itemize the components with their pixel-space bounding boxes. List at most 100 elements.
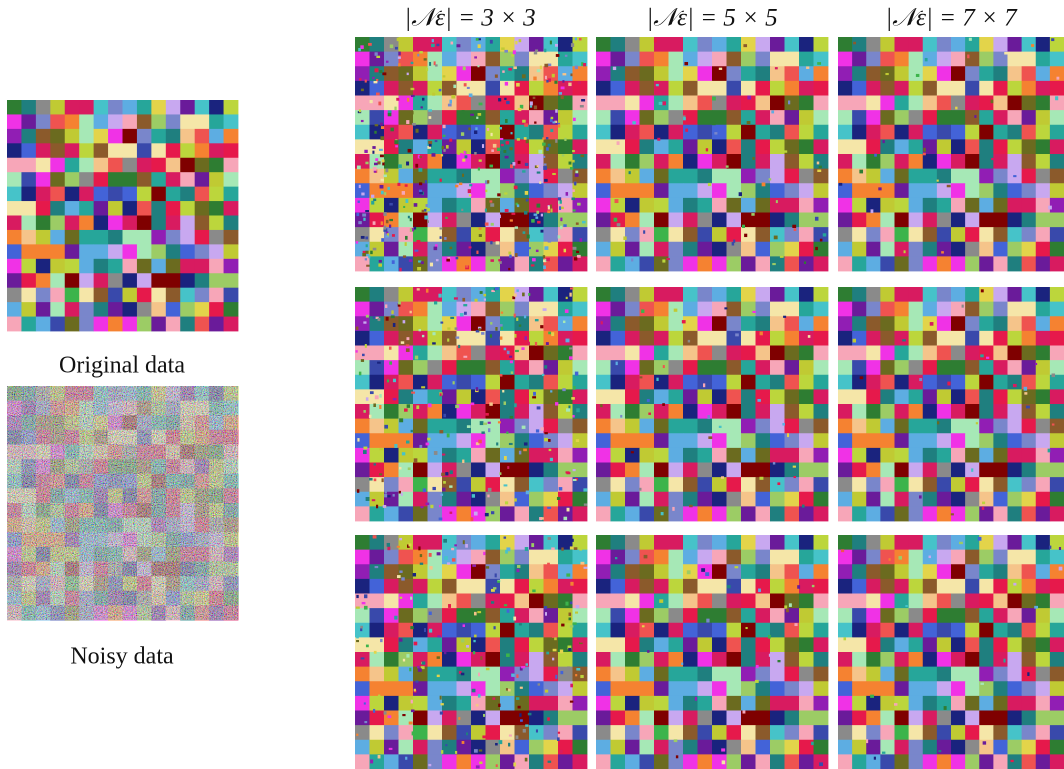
image-speck xyxy=(485,209,487,212)
image-speck xyxy=(426,68,428,71)
image-cell xyxy=(558,227,573,242)
image-speck xyxy=(522,293,525,297)
image-cell xyxy=(596,316,611,331)
image-cell xyxy=(558,433,573,448)
image-cell xyxy=(355,404,370,419)
image-cell xyxy=(683,389,698,404)
image-cell xyxy=(399,594,414,609)
image-speck xyxy=(982,502,985,505)
image-cell xyxy=(640,637,655,652)
image-speck xyxy=(454,297,458,299)
image-speck xyxy=(531,264,535,266)
image-cell xyxy=(573,433,588,448)
image-speck xyxy=(512,299,514,301)
image-speck xyxy=(462,298,465,302)
image-speck xyxy=(749,749,752,752)
image-cell xyxy=(137,114,152,129)
image-cell xyxy=(428,754,443,769)
image-speck xyxy=(409,722,413,725)
image-cell xyxy=(1008,389,1023,404)
image-cell xyxy=(355,360,370,375)
image-cell xyxy=(923,740,938,755)
image-cell xyxy=(457,696,472,711)
image-cell xyxy=(596,433,611,448)
image-speck xyxy=(410,228,412,232)
image-cell xyxy=(683,740,698,755)
image-cell xyxy=(712,594,727,609)
image-cell xyxy=(965,681,980,696)
image-speck xyxy=(408,543,411,546)
image-cell xyxy=(895,360,910,375)
image-cell xyxy=(457,198,472,213)
image-speck xyxy=(414,253,417,256)
image-cell xyxy=(1050,433,1064,448)
image-speck xyxy=(411,95,415,97)
image-speck xyxy=(434,301,437,304)
image-speck xyxy=(703,383,705,387)
image-cell xyxy=(712,287,727,302)
image-speck xyxy=(449,100,452,104)
image-cell xyxy=(814,125,829,140)
image-cell xyxy=(640,287,655,302)
image-cell xyxy=(799,346,814,361)
image-cell xyxy=(909,375,924,390)
image-cell xyxy=(852,477,867,492)
image-cell xyxy=(814,287,829,302)
image-speck xyxy=(793,466,796,468)
image-cell xyxy=(937,213,952,228)
image-cell xyxy=(1022,506,1037,521)
image-cell xyxy=(852,125,867,140)
image-speck xyxy=(474,612,477,616)
image-cell xyxy=(544,564,559,579)
image-cell xyxy=(180,216,195,231)
image-cell xyxy=(500,623,515,638)
image-speck xyxy=(482,144,484,148)
image-cell xyxy=(640,389,655,404)
column-header: |𝒩ε| = 7 × 7 xyxy=(885,5,1018,32)
image-speck xyxy=(411,430,413,432)
image-cell xyxy=(880,535,895,550)
image-speck xyxy=(417,288,420,290)
image-speck xyxy=(575,171,578,174)
image-speck xyxy=(518,161,521,164)
image-cell xyxy=(558,652,573,667)
image-cell xyxy=(166,259,181,274)
image-cell xyxy=(1050,637,1064,652)
image-cell xyxy=(529,623,544,638)
image-cell xyxy=(180,100,195,115)
image-cell xyxy=(413,375,428,390)
image-cell xyxy=(814,346,829,361)
image-cell xyxy=(625,81,640,96)
image-speck xyxy=(361,657,365,659)
image-speck xyxy=(495,287,499,290)
image-cell xyxy=(712,564,727,579)
image-cell xyxy=(7,158,22,173)
image-speck xyxy=(531,219,535,223)
image-cell xyxy=(951,125,966,140)
image-cell xyxy=(457,725,472,740)
image-cell xyxy=(7,100,22,115)
image-cell xyxy=(1008,463,1023,478)
image-speck xyxy=(575,66,578,70)
image-cell xyxy=(413,564,428,579)
image-speck xyxy=(492,697,495,699)
image-cell xyxy=(596,740,611,755)
image-cell xyxy=(611,154,626,169)
image-cell xyxy=(698,637,713,652)
image-speck xyxy=(549,449,552,451)
image-cell xyxy=(515,37,530,52)
image-cell xyxy=(895,564,910,579)
image-cell xyxy=(1008,198,1023,213)
image-cell xyxy=(756,637,771,652)
image-cell xyxy=(529,740,544,755)
image-cell xyxy=(428,725,443,740)
image-speck xyxy=(980,683,984,685)
image-cell xyxy=(596,139,611,154)
image-speck xyxy=(407,98,409,102)
image-cell xyxy=(79,288,94,303)
image-cell xyxy=(698,433,713,448)
image-cell xyxy=(180,244,195,259)
image-cell xyxy=(951,404,966,419)
image-speck xyxy=(375,68,379,72)
image-cell xyxy=(852,506,867,521)
